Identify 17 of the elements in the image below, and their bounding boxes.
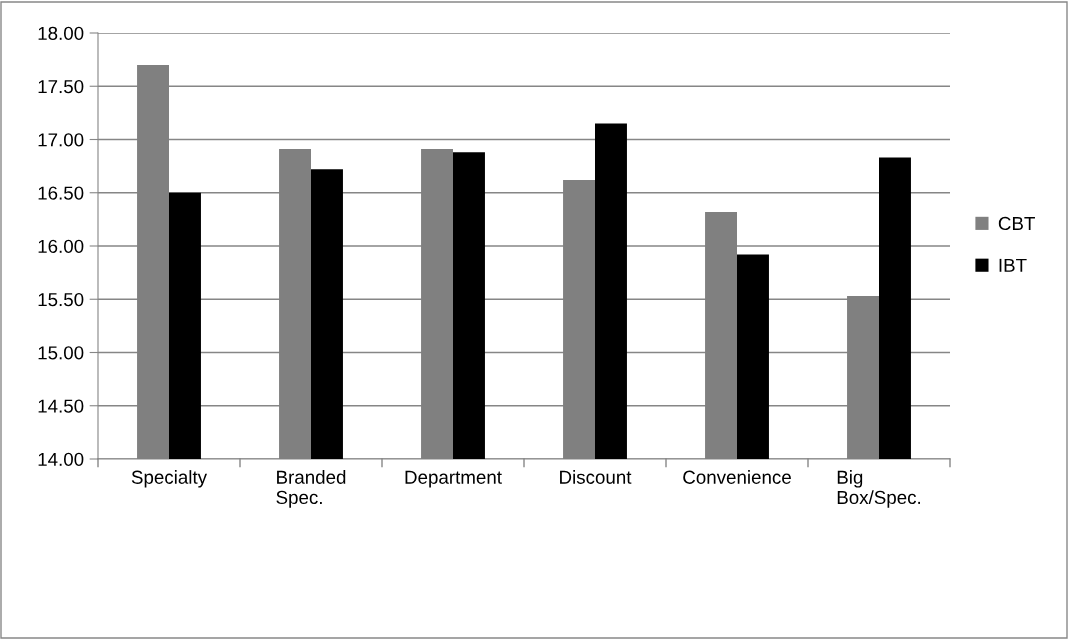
y-tick-label: 14.50 (38, 399, 84, 413)
y-tick-label: 16.00 (38, 239, 84, 253)
y-tick-label: 17.50 (38, 79, 84, 94)
y-tick-label: 15.50 (38, 292, 84, 307)
x-tick-label: Discount (560, 470, 632, 484)
x-tick-label: Specialty (131, 470, 208, 488)
y-tick-label: 17.00 (38, 133, 84, 147)
x-tick-label: Big Box/Spec. (837, 470, 921, 508)
y-tick-label: 16.50 (38, 186, 84, 200)
x-tick-label: Convenience (683, 470, 791, 484)
legend-label: CBT (998, 216, 1035, 231)
x-tick-label: Department (405, 470, 502, 488)
y-tick-label: 18.00 (38, 26, 84, 40)
x-tick-label: Branded Spec. (276, 470, 346, 508)
y-tick-label: 15.00 (38, 346, 84, 360)
y-tick-label: 14.00 (38, 452, 84, 466)
legend-label: IBT (999, 258, 1027, 272)
